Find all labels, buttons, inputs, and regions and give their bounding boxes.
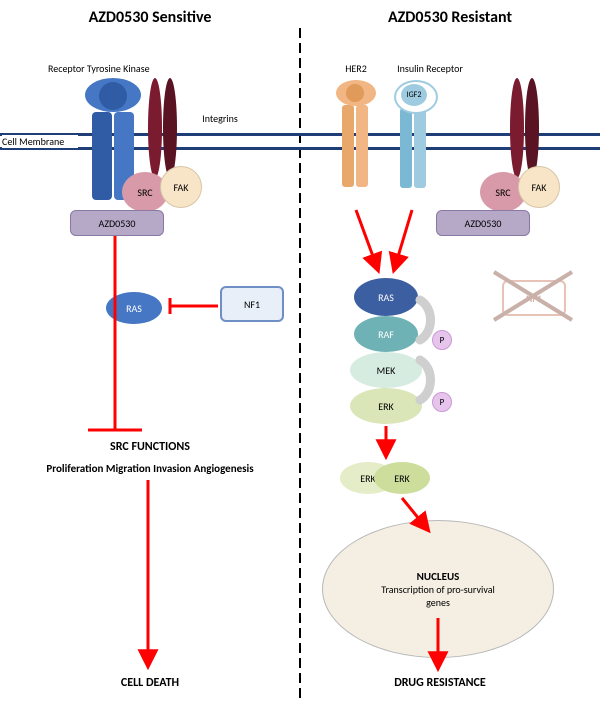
integrin-right-a (510, 78, 524, 178)
igf2-ball: IGF2 (401, 84, 427, 106)
erk-dimer-b-text: ERK (394, 472, 410, 485)
ras-right: RAS (354, 278, 418, 316)
ras-right-text: RAS (378, 291, 394, 304)
rtk-head-ball (99, 82, 127, 110)
signaling-diagram: AZD0530 Sensitive AZD0530 Resistant Rece… (0, 0, 600, 719)
label-integrins: Integrins (190, 112, 250, 125)
fak-left-text: FAK (173, 181, 188, 194)
erk-cascade-text: ERK (378, 400, 394, 413)
src-left-text: SRC (137, 186, 152, 199)
label-src-functions: SRC FUNCTIONS (30, 440, 270, 454)
nf1-right-text: NF1 (526, 292, 542, 305)
her2-stem-b (356, 105, 368, 187)
azd-left: AZD0530 (70, 210, 164, 236)
label-drug-resistance: DRUG RESISTANCE (330, 676, 550, 690)
label-her2: HER2 (338, 62, 374, 75)
title-sensitive: AZD0530 Sensitive (40, 8, 260, 27)
label-prolif: Proliferation Migration Invasion Angioge… (10, 462, 290, 475)
src-right-text: SRC (495, 186, 510, 199)
nf1-right: NF1 (502, 280, 566, 316)
ins-stem-b (414, 108, 426, 188)
fak-right-text: FAK (531, 181, 546, 194)
nucleus: NUCLEUS Transcription of pro-survival ge… (322, 520, 554, 658)
label-rtk: Receptor Tyrosine Kinase (48, 62, 178, 75)
p2: P (432, 392, 452, 412)
ras-left: RAS (106, 292, 162, 324)
label-cell-membrane: Cell Membrane (2, 135, 78, 148)
nf1-left-text: NF1 (244, 298, 260, 311)
azd-right: AZD0530 (436, 210, 530, 236)
p1: P (432, 330, 452, 350)
p2-text: P (440, 397, 445, 408)
nucleus-title: NUCLEUS (417, 570, 460, 583)
p1-text: P (440, 335, 445, 346)
panel-divider (299, 28, 301, 698)
erk-cascade: ERK (350, 388, 422, 424)
ras-left-text: RAS (126, 302, 142, 315)
title-resistant: AZD0530 Resistant (340, 8, 560, 27)
nucleus-line1: Transcription of pro-survival (381, 583, 495, 596)
fak-left: FAK (160, 166, 202, 208)
nucleus-line2: genes (426, 596, 450, 609)
mek-right-text: MEK (377, 364, 396, 377)
label-insulin-receptor: Insulin Receptor (385, 62, 475, 75)
integrin-left-a (148, 78, 162, 178)
raf-right: RAF (354, 316, 418, 352)
nf1-left: NF1 (220, 286, 284, 322)
mek-right: MEK (350, 352, 422, 388)
her2-head-ball (346, 84, 364, 102)
rtk-stem-1 (92, 112, 112, 200)
her2-stem-a (342, 105, 354, 187)
integrin-right-b (525, 78, 539, 178)
ins-stem-a (400, 108, 412, 188)
label-cell-death: CELL DEATH (30, 676, 270, 690)
igf2-text: IGF2 (407, 90, 422, 100)
integrin-left-b (163, 78, 177, 178)
azd-right-text: AZD0530 (465, 217, 502, 230)
fak-right: FAK (518, 166, 560, 208)
raf-right-text: RAF (378, 328, 394, 341)
erk-dimer-b: ERK (374, 462, 430, 494)
azd-left-text: AZD0530 (99, 217, 136, 230)
